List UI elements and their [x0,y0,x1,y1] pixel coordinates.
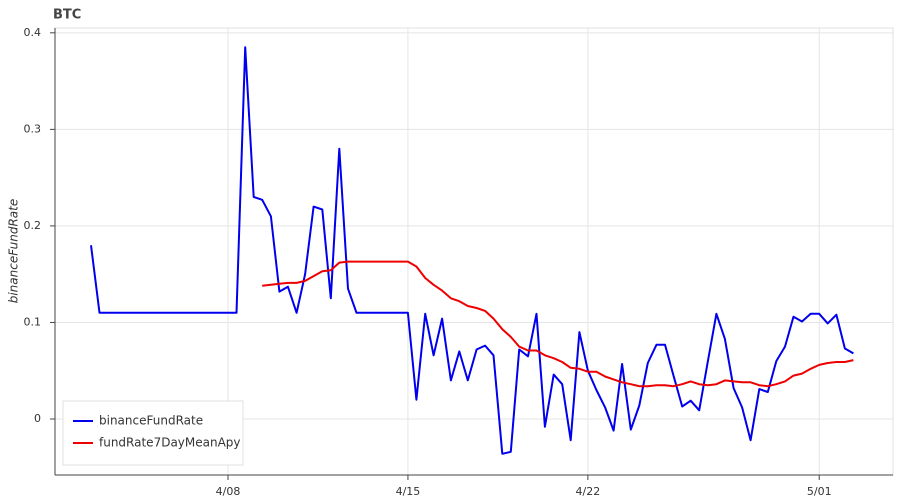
y-tick-label: 0.3 [24,122,42,135]
x-tick-label: 4/15 [396,485,421,498]
x-tick-label: 5/01 [807,485,832,498]
data-line [262,260,854,388]
data-line [90,46,854,455]
chart-title: BTC [53,8,81,23]
y-tick-label: 0.4 [24,26,42,39]
y-tick-label: 0.2 [24,219,42,232]
legend-label: binanceFundRate [99,414,203,428]
x-tick-label: 4/08 [216,485,241,498]
y-tick-label: 0 [34,412,41,425]
y-tick-label: 0.1 [24,315,42,328]
y-axis-label: binanceFundRate [7,199,21,304]
legend: binanceFundRate fundRate7DayMeanApy [62,400,244,466]
x-tick-label: 4/22 [576,485,601,498]
legend-box [62,400,244,466]
legend-label: fundRate7DayMeanApy [99,436,241,450]
